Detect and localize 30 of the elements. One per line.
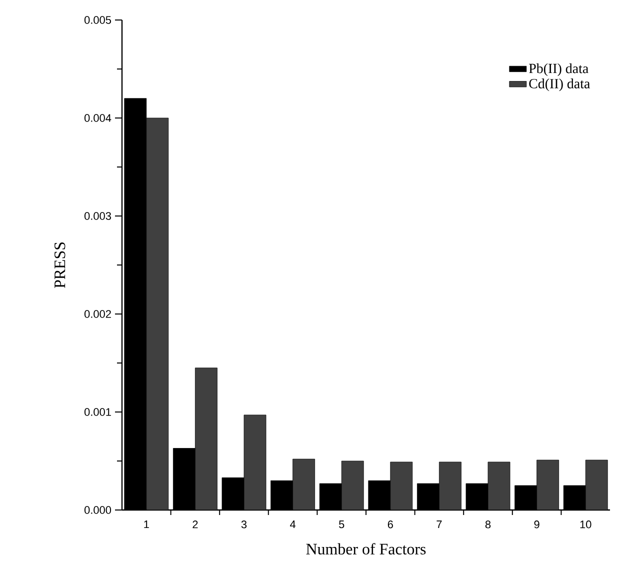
- x-tick-label: 4: [290, 520, 296, 528]
- x-tick-label: 7: [436, 520, 442, 528]
- bar: [244, 414, 266, 510]
- legend-label: Pb(II) data: [529, 63, 588, 76]
- x-tick-label: 6: [388, 520, 393, 528]
- x-tick-label: 10: [580, 520, 592, 528]
- bar: [195, 368, 218, 510]
- bar: [536, 460, 559, 510]
- bar: [341, 460, 364, 510]
- bar: [439, 462, 462, 510]
- y-tick-label: 0.003: [84, 212, 111, 220]
- y-tick-label: 0.004: [84, 114, 112, 122]
- y-axis-title: PRESS: [54, 242, 66, 288]
- bar: [585, 460, 608, 510]
- x-tick-label: 5: [338, 520, 344, 528]
- bar: [146, 118, 169, 510]
- x-axis-title: Number of Factors: [306, 543, 426, 554]
- x-tick-label: 8: [485, 520, 491, 528]
- x-tick-label: 2: [192, 520, 198, 528]
- y-tick-label: 0.000: [84, 506, 112, 514]
- x-tick-label: 3: [241, 520, 247, 528]
- x-tick-label: 1: [144, 520, 149, 528]
- legend-label: Cd(II) data: [529, 78, 590, 92]
- bar: [488, 462, 510, 510]
- y-tick-label: 0.001: [84, 408, 111, 416]
- bar: [390, 462, 413, 510]
- y-tick-label: 0.005: [84, 16, 112, 24]
- y-tick-label: 0.002: [84, 310, 111, 318]
- bar: [292, 458, 315, 510]
- x-tick-label: 9: [534, 520, 540, 528]
